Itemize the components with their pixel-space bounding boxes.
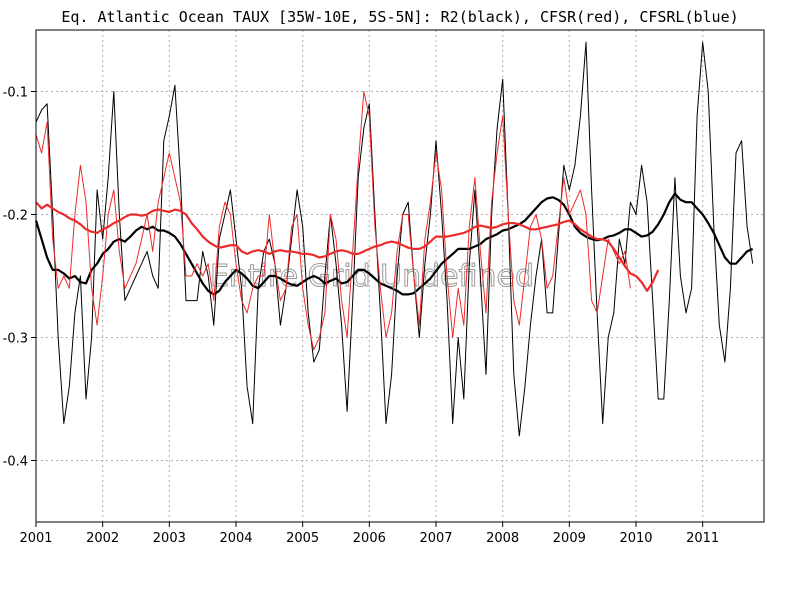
- plot-frame: [35, 29, 765, 523]
- x-tick-label: 2006: [353, 531, 386, 546]
- y-tick-label: -0.2: [3, 209, 28, 224]
- x-tick-label: 2010: [619, 531, 652, 546]
- x-tick-label: 2011: [686, 531, 719, 546]
- x-tick-label: 2003: [153, 531, 186, 546]
- x-tick-label: 2007: [419, 531, 452, 546]
- x-tick-label: 2009: [553, 531, 586, 546]
- series-layer: [34, 41, 754, 437]
- red-monthly-series-line: [35, 91, 631, 351]
- x-tick-label: 2004: [219, 531, 252, 546]
- y-axis-ticks: -0.4 -0.3 -0.2 -0.1: [3, 86, 36, 470]
- x-tick-label: 2002: [86, 531, 119, 546]
- chart-title: Eq. Atlantic Ocean TAUX [35W-10E, 5S-5N]…: [61, 8, 738, 26]
- x-tick-label: 2008: [486, 531, 519, 546]
- y-tick-label: -0.3: [3, 332, 28, 347]
- black-monthly-series-line: [35, 41, 754, 437]
- x-axis-ticks: 2001 2002 2003 2004 2005 2006 2007 2008 2009 2010…: [19, 522, 719, 546]
- red-smoothed-series-line: [35, 201, 660, 292]
- x-tick-label: 2005: [286, 531, 319, 546]
- y-tick-label: -0.4: [3, 455, 28, 470]
- y-tick-label: -0.1: [3, 86, 28, 101]
- x-tick-label: 2001: [19, 531, 52, 546]
